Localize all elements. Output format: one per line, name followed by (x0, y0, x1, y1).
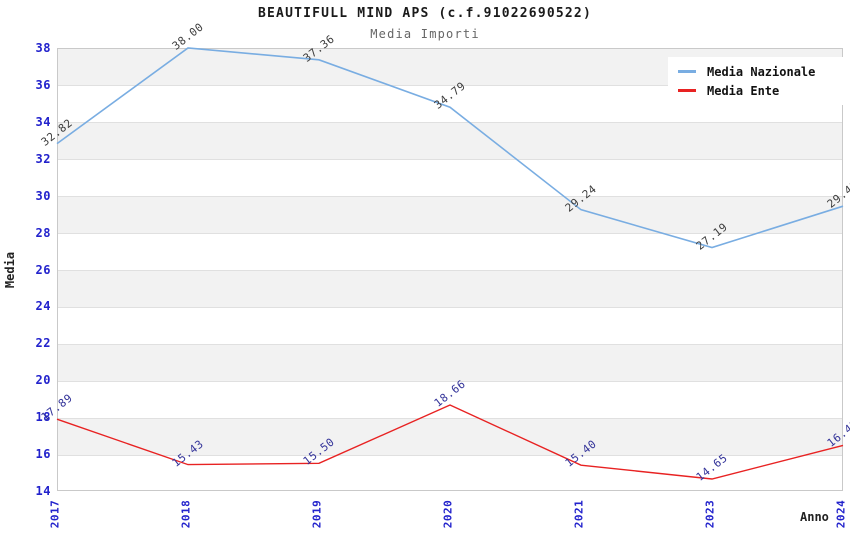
gridline (58, 270, 842, 271)
y-tick-label: 34 (35, 114, 51, 129)
gridline (58, 343, 842, 345)
y-tick-label: 24 (35, 299, 51, 314)
y-tick-label: 20 (35, 373, 51, 388)
legend-line-sample-nazionale-icon (678, 70, 696, 73)
x-tick-label: 2019 (310, 499, 324, 529)
x-tick-label: 2024 (834, 499, 848, 529)
legend: Media Nazionale Media Ente (668, 57, 845, 105)
y-tick-label: 30 (35, 188, 51, 203)
x-tick-label: 2017 (48, 499, 62, 529)
page-subtitle: Media Importi (370, 27, 480, 41)
y-tick-label: 18 (35, 410, 51, 425)
y-tick-label: 38 (35, 41, 51, 55)
y-tick-label: 16 (35, 447, 51, 462)
y-tick-label: 32 (35, 151, 51, 166)
gridline (58, 380, 842, 382)
page-title: BEAUTIFULL MIND APS (c.f.91022690522) (258, 6, 592, 21)
y-tick-label: 36 (35, 77, 51, 92)
x-tick-label: 2020 (441, 499, 455, 529)
legend-label: Media Ente (707, 83, 780, 98)
legend-line-sample-ente-icon (678, 89, 696, 92)
legend-label: Media Nazionale (707, 64, 816, 79)
x-axis-title: Anno (800, 510, 829, 524)
legend-item-media-nazionale: Media Nazionale (678, 62, 845, 81)
gridline (58, 417, 842, 419)
gridline (58, 159, 842, 161)
x-tick-label: 2018 (179, 499, 193, 529)
y-tick-label: 28 (35, 225, 51, 240)
x-tick-label: 2023 (703, 499, 717, 529)
plot-band (58, 270, 842, 308)
y-axis-title: Media (3, 251, 17, 289)
gridline (58, 306, 842, 308)
y-tick-label: 26 (35, 262, 51, 277)
plot-band (58, 122, 842, 160)
gridline (58, 196, 842, 198)
plot-band (58, 344, 842, 382)
gridline (58, 122, 842, 124)
y-tick-label: 14 (35, 484, 51, 498)
x-tick-label: 2021 (572, 499, 586, 529)
plot-band (58, 418, 842, 456)
y-tick-label: 22 (35, 336, 51, 351)
plot-area (57, 48, 843, 491)
legend-item-media-ente: Media Ente (678, 81, 845, 100)
